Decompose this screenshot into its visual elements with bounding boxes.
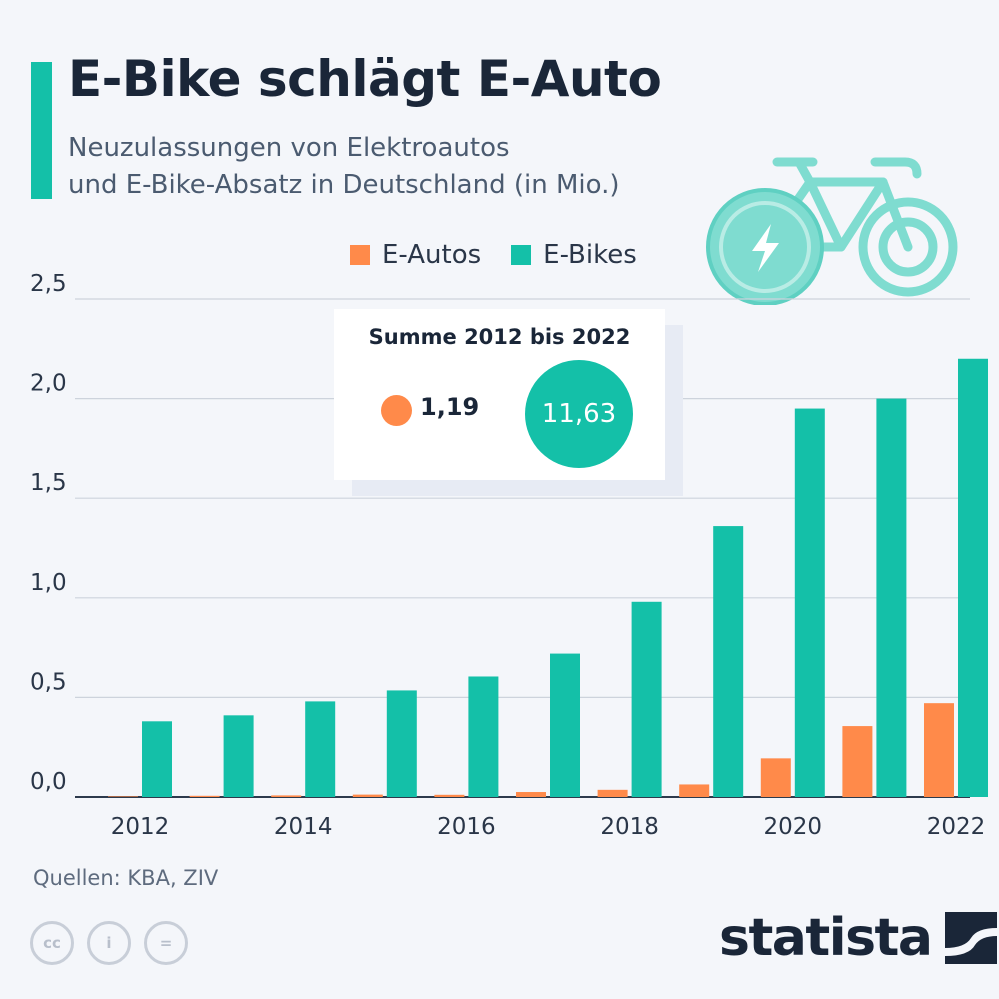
bar-e-autos-2019	[679, 784, 710, 797]
chart-subtitle: Neuzulassungen von Elektroautos und E-Bi…	[68, 130, 619, 204]
bar-e-bikes-2017	[550, 653, 580, 797]
e-bikes-total-value: 11,63	[541, 399, 617, 429]
legend-label-e-autos: E-Autos	[382, 240, 482, 270]
y-tick-label: 1,5	[30, 470, 67, 496]
e-autos-total-dot	[381, 395, 412, 426]
legend-swatch-e-autos	[350, 245, 370, 265]
e-bikes-total-circle: 11,63	[525, 360, 633, 468]
creative-commons-icon[interactable]: cc	[30, 921, 74, 965]
y-tick-label: 0,0	[30, 769, 67, 795]
bar-e-bikes-2016	[468, 676, 499, 797]
legend-label-e-bikes: E-Bikes	[543, 240, 637, 270]
x-tick-label: 2016	[437, 814, 496, 840]
x-tick-label: 2018	[600, 814, 659, 840]
y-tick-label: 0,5	[30, 669, 67, 695]
axis-labels: 0,0 0,5 1,0 1,5 2,0 2,5 2012 2014 2016 2018 2020 20…	[30, 271, 985, 840]
legend-swatch-e-bikes	[511, 245, 532, 265]
bar-e-bikes-2021	[876, 398, 907, 797]
bar-e-bikes-2012	[142, 721, 172, 797]
statista-logo[interactable]: statista	[719, 908, 998, 968]
bar-e-bikes-2018	[631, 601, 662, 797]
accent-bar	[31, 62, 52, 199]
license-icons: cc i =	[30, 921, 188, 965]
y-tick-label: 2,0	[30, 371, 67, 397]
bar-e-autos-2020	[760, 758, 791, 797]
y-tick-label: 1,0	[30, 570, 67, 596]
statista-logo-icon	[945, 912, 998, 964]
source-note: Quellen: KBA, ZIV	[33, 866, 219, 890]
no-derivatives-icon[interactable]: =	[144, 921, 188, 965]
e-autos-total-value: 1,19	[420, 393, 480, 421]
bar-e-bikes-2015	[386, 690, 417, 797]
legend-item-e-bikes: E-Bikes	[511, 240, 637, 270]
legend: E-Autos E-Bikes	[350, 240, 637, 270]
subtitle-line-1: Neuzulassungen von Elektroautos	[68, 133, 510, 163]
x-tick-label: 2022	[927, 814, 986, 840]
bar-e-autos-2012	[108, 796, 138, 797]
bar-e-bikes-2022	[958, 358, 988, 797]
bar-e-bikes-2019	[713, 526, 744, 797]
bar-e-autos-2017	[516, 792, 546, 797]
bar-e-autos-2014	[271, 795, 302, 797]
bar-e-bikes-2013	[223, 715, 254, 797]
summary-box: Summe 2012 bis 2022 1,19 11,63	[334, 309, 665, 480]
bar-e-autos-2021	[842, 726, 873, 797]
chart-title: E-Bike schlägt E-Auto	[68, 50, 662, 108]
bar-e-autos-2022	[924, 703, 954, 797]
legend-item-e-autos: E-Autos	[350, 240, 481, 270]
bar-e-autos-2013	[189, 795, 220, 797]
bar-e-bikes-2020	[794, 408, 825, 797]
bar-e-bikes-2014	[305, 701, 336, 797]
subtitle-line-2: und E-Bike-Absatz in Deutschland (in Mio…	[68, 170, 620, 200]
x-tick-label: 2020	[764, 814, 823, 840]
attribution-icon[interactable]: i	[87, 921, 131, 965]
x-tick-label: 2014	[274, 814, 333, 840]
bar-e-autos-2018	[597, 789, 628, 797]
statista-wordmark: statista	[719, 908, 933, 968]
bars	[108, 358, 988, 797]
bar-e-autos-2015	[352, 794, 383, 797]
bar-e-autos-2016	[434, 794, 465, 797]
y-tick-label: 2,5	[30, 271, 67, 297]
e-bike-icon	[706, 157, 958, 305]
x-tick-label: 2012	[111, 814, 170, 840]
summary-title: Summe 2012 bis 2022	[368, 325, 631, 349]
